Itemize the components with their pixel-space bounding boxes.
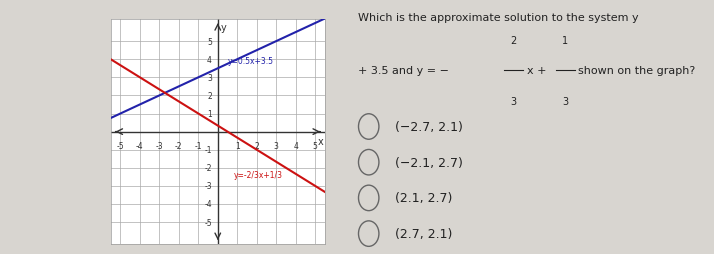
Text: -1: -1 <box>204 146 212 155</box>
Text: 3: 3 <box>563 97 568 106</box>
Text: x +: x + <box>526 66 550 76</box>
Text: y=-2/3x+1/3: y=-2/3x+1/3 <box>233 170 282 179</box>
Text: 4: 4 <box>293 141 298 150</box>
Text: shown on the graph?: shown on the graph? <box>578 66 695 76</box>
Text: (−2.7, 2.1): (−2.7, 2.1) <box>395 121 463 133</box>
Text: -2: -2 <box>175 141 183 150</box>
Text: 2: 2 <box>511 36 517 46</box>
Text: + 3.5 and y = −: + 3.5 and y = − <box>358 66 448 76</box>
Text: y=0.5x+3.5: y=0.5x+3.5 <box>228 57 273 66</box>
Text: -3: -3 <box>204 182 212 191</box>
Text: 3: 3 <box>273 141 278 150</box>
Text: -5: -5 <box>204 218 212 227</box>
Text: (−2.1, 2.7): (−2.1, 2.7) <box>395 156 463 169</box>
Text: -4: -4 <box>136 141 144 150</box>
Text: 4: 4 <box>207 55 212 65</box>
Text: Which is the approximate solution to the system y: Which is the approximate solution to the… <box>358 13 638 23</box>
Text: -3: -3 <box>156 141 164 150</box>
Text: -4: -4 <box>204 200 212 209</box>
Text: -2: -2 <box>204 164 212 173</box>
Text: 1: 1 <box>207 109 212 119</box>
Text: -5: -5 <box>116 141 124 150</box>
Text: 3: 3 <box>207 73 212 83</box>
Text: (2.7, 2.1): (2.7, 2.1) <box>395 227 452 240</box>
Text: 1: 1 <box>235 141 240 150</box>
Text: (2.1, 2.7): (2.1, 2.7) <box>395 192 452 204</box>
Text: 3: 3 <box>511 97 516 106</box>
Text: x: x <box>318 136 324 146</box>
Text: 2: 2 <box>207 91 212 101</box>
Text: 5: 5 <box>313 141 318 150</box>
Text: 5: 5 <box>207 38 212 46</box>
Text: -1: -1 <box>194 141 202 150</box>
Text: 1: 1 <box>563 36 568 46</box>
Text: 2: 2 <box>254 141 259 150</box>
Text: y: y <box>221 23 226 33</box>
